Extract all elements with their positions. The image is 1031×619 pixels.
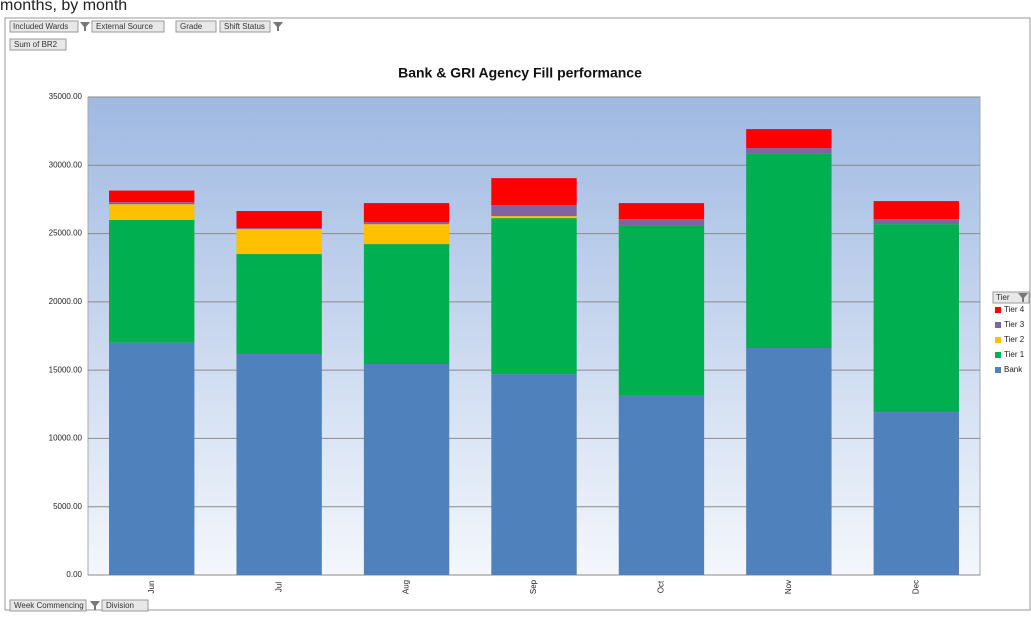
bar-segment xyxy=(491,205,577,217)
bar-segment xyxy=(618,394,705,575)
x-tick-label: Aug xyxy=(402,580,411,594)
y-tick-label: 0.00 xyxy=(66,570,82,579)
legend-swatch xyxy=(995,307,1001,313)
legend-swatch xyxy=(995,352,1001,358)
bar-segment xyxy=(363,244,450,364)
bar-segment xyxy=(491,374,577,575)
x-tick-label: Sep xyxy=(529,579,538,594)
bar-segment xyxy=(746,129,832,149)
bar-segment xyxy=(746,153,832,349)
value-field-label: Sum of BR2 xyxy=(14,40,58,49)
y-tick-label: 10000.00 xyxy=(49,434,83,443)
filter-button[interactable] xyxy=(9,20,79,33)
bar-segment xyxy=(109,202,195,205)
axis-field-bar: Week Commencing Division xyxy=(9,599,149,612)
filter-icon[interactable] xyxy=(273,22,283,31)
legend-label: Tier 4 xyxy=(1004,305,1025,314)
axis-field-label: Week Commencing xyxy=(14,601,84,610)
filter-icon[interactable] xyxy=(80,22,90,31)
legend-swatch xyxy=(995,367,1001,373)
bar-segment xyxy=(873,224,959,413)
caption: months, by month xyxy=(0,0,127,14)
bar-segment xyxy=(236,229,322,255)
bar-segment xyxy=(236,228,322,230)
bar-segment xyxy=(873,201,959,220)
bar-segment xyxy=(873,219,959,225)
bar-segment xyxy=(618,203,705,220)
axis-field-label: Division xyxy=(106,601,134,610)
legend: Tier Tier 4 Tier 3 Tier 2 Tier 1 Bank xyxy=(992,291,1030,374)
y-tick-label: 5000.00 xyxy=(53,502,82,511)
bar-segment xyxy=(491,216,577,219)
filter-label: Grade xyxy=(180,22,203,31)
bar-segment xyxy=(363,203,450,223)
filter-button[interactable] xyxy=(175,20,217,33)
filter-icon[interactable] xyxy=(90,601,100,610)
axis-field-button[interactable] xyxy=(9,599,87,612)
y-tick-label: 30000.00 xyxy=(49,160,83,169)
filter-label: Shift Status xyxy=(224,22,265,31)
x-tick-label: Jul xyxy=(274,582,283,592)
bar-segment xyxy=(873,412,959,575)
y-tick-label: 35000.00 xyxy=(49,92,83,101)
x-tick-label: Oct xyxy=(657,580,666,593)
bar-segment xyxy=(491,218,577,375)
bar-segment xyxy=(236,254,322,355)
bar-segment xyxy=(618,219,705,226)
bar-segment xyxy=(746,348,832,575)
filter-bar: Included Wards External Source Grade Shi… xyxy=(9,20,283,51)
x-tick-label: Dec xyxy=(911,580,920,594)
bar-segment xyxy=(618,225,705,395)
bar-segment xyxy=(109,342,195,575)
filter-icon[interactable] xyxy=(1018,293,1028,302)
filter-button[interactable] xyxy=(91,20,165,33)
axis-field-button[interactable] xyxy=(101,599,149,612)
legend-label: Bank xyxy=(1004,365,1023,374)
y-tick-label: 25000.00 xyxy=(49,229,83,238)
bar-segment xyxy=(746,148,832,154)
legend-label: Tier 1 xyxy=(1004,350,1025,359)
bars xyxy=(109,129,959,575)
bar-segment xyxy=(109,204,195,220)
x-tick-label: Jun xyxy=(147,581,156,594)
filter-button[interactable] xyxy=(219,20,271,33)
bar-segment xyxy=(109,190,195,203)
legend-title: Tier xyxy=(996,293,1010,302)
x-tick-label: Nov xyxy=(784,580,793,594)
legend-title-button[interactable] xyxy=(992,291,1030,304)
bar-segment xyxy=(363,222,450,225)
legend-swatch xyxy=(995,337,1001,343)
legend-label: Tier 3 xyxy=(1004,320,1025,329)
bar-segment xyxy=(236,354,322,575)
filter-label: Included Wards xyxy=(13,22,68,31)
bar-segment xyxy=(236,211,322,229)
legend-label: Tier 2 xyxy=(1004,335,1025,344)
bar-segment xyxy=(363,363,450,575)
y-tick-label: 20000.00 xyxy=(49,297,83,306)
bar-segment xyxy=(491,178,577,206)
legend-swatch xyxy=(995,322,1001,328)
axis-labels: 0.00 5000.00 10000.00 15000.00 20000.00 25000… xyxy=(49,92,921,594)
bar-segment xyxy=(109,219,195,343)
filter-label: External Source xyxy=(96,22,153,31)
bar-segment xyxy=(363,224,450,245)
value-field-button[interactable] xyxy=(9,38,67,51)
y-tick-label: 15000.00 xyxy=(49,365,83,374)
chart-title: Bank & GRI Agency Fill performance xyxy=(398,65,642,81)
